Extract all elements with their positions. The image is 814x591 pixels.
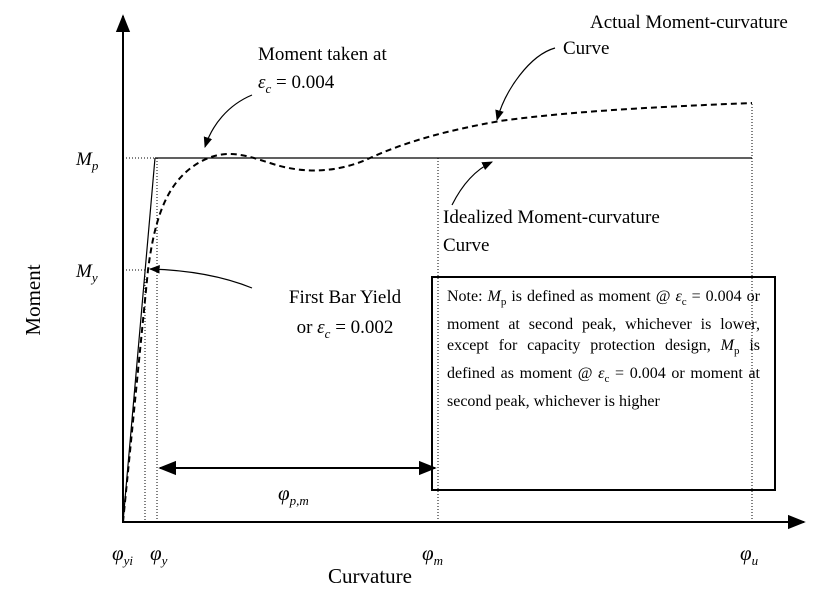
symbol: φ — [740, 541, 752, 565]
subscript: c — [325, 326, 331, 341]
actual-curve — [122, 102, 753, 523]
subscript: c — [266, 81, 272, 96]
subscript: c — [604, 373, 610, 386]
label: or εc = 0.002 — [297, 317, 394, 341]
subscript: p — [733, 345, 740, 358]
label: Curve — [443, 235, 489, 256]
symbol: M — [75, 149, 93, 170]
arrow — [495, 47, 556, 122]
symbol: M — [75, 261, 93, 282]
label: First Bar Yield — [289, 287, 402, 308]
label: Curve — [563, 38, 609, 59]
text: Moment taken at — [258, 44, 387, 65]
text: Curve — [443, 235, 489, 256]
y-axis-label: Moment — [21, 264, 45, 335]
symbol: φ — [150, 541, 162, 565]
text: or — [297, 317, 318, 338]
label: Actual Moment-curvature — [590, 12, 788, 33]
text: Curve — [563, 38, 609, 59]
symbol: ε — [258, 72, 266, 93]
arrow — [203, 94, 253, 149]
x-axis-label: Curvature — [328, 564, 412, 588]
subscript: p — [500, 296, 507, 309]
subscript: p — [91, 158, 99, 173]
x-label: φy — [150, 541, 168, 568]
text: = 0.004 or moment at second peak, whiche… — [447, 288, 760, 355]
text: First Bar Yield — [289, 287, 402, 308]
subscript: u — [752, 553, 759, 568]
label: εc = 0.004 — [258, 72, 335, 96]
subscript: p,m — [289, 493, 309, 508]
arrow — [451, 161, 493, 206]
x-label: φu — [740, 541, 759, 568]
symbol: ε — [675, 288, 682, 305]
symbol: ε — [598, 364, 605, 382]
text: Actual Moment-curvature — [590, 12, 788, 33]
text: is defined as moment @ — [447, 337, 760, 382]
text: = 0.004 — [271, 72, 334, 93]
text: is defined as moment @ — [506, 288, 676, 305]
span-label: φp,m — [278, 481, 309, 508]
subscript: y — [90, 270, 98, 285]
label: Idealized Moment-curvature — [443, 207, 660, 228]
symbol: M — [487, 288, 501, 305]
text: Note: — [447, 288, 488, 305]
label: Moment taken at — [258, 44, 387, 65]
arrow — [148, 264, 253, 289]
text: = 0.002 — [330, 317, 393, 338]
symbol: ε — [317, 317, 325, 338]
x-label: φm — [422, 541, 443, 568]
symbol: φ — [112, 541, 124, 565]
x-label: φyi — [112, 541, 133, 568]
y-label: My — [75, 261, 98, 285]
symbol: φ — [278, 481, 290, 505]
y-label: Mp — [75, 149, 99, 173]
text: Idealized Moment-curvature — [443, 207, 660, 228]
subscript: y — [160, 553, 168, 568]
symbol: φ — [422, 541, 434, 565]
subscript: m — [434, 553, 443, 568]
text: = 0.004 or moment at second peak, whiche… — [447, 364, 760, 410]
symbol: M — [720, 337, 734, 355]
subscript: yi — [122, 553, 134, 568]
note-box: Note: Mp is defined as moment @ εc = 0.0… — [431, 276, 776, 491]
subscript: c — [681, 296, 687, 309]
